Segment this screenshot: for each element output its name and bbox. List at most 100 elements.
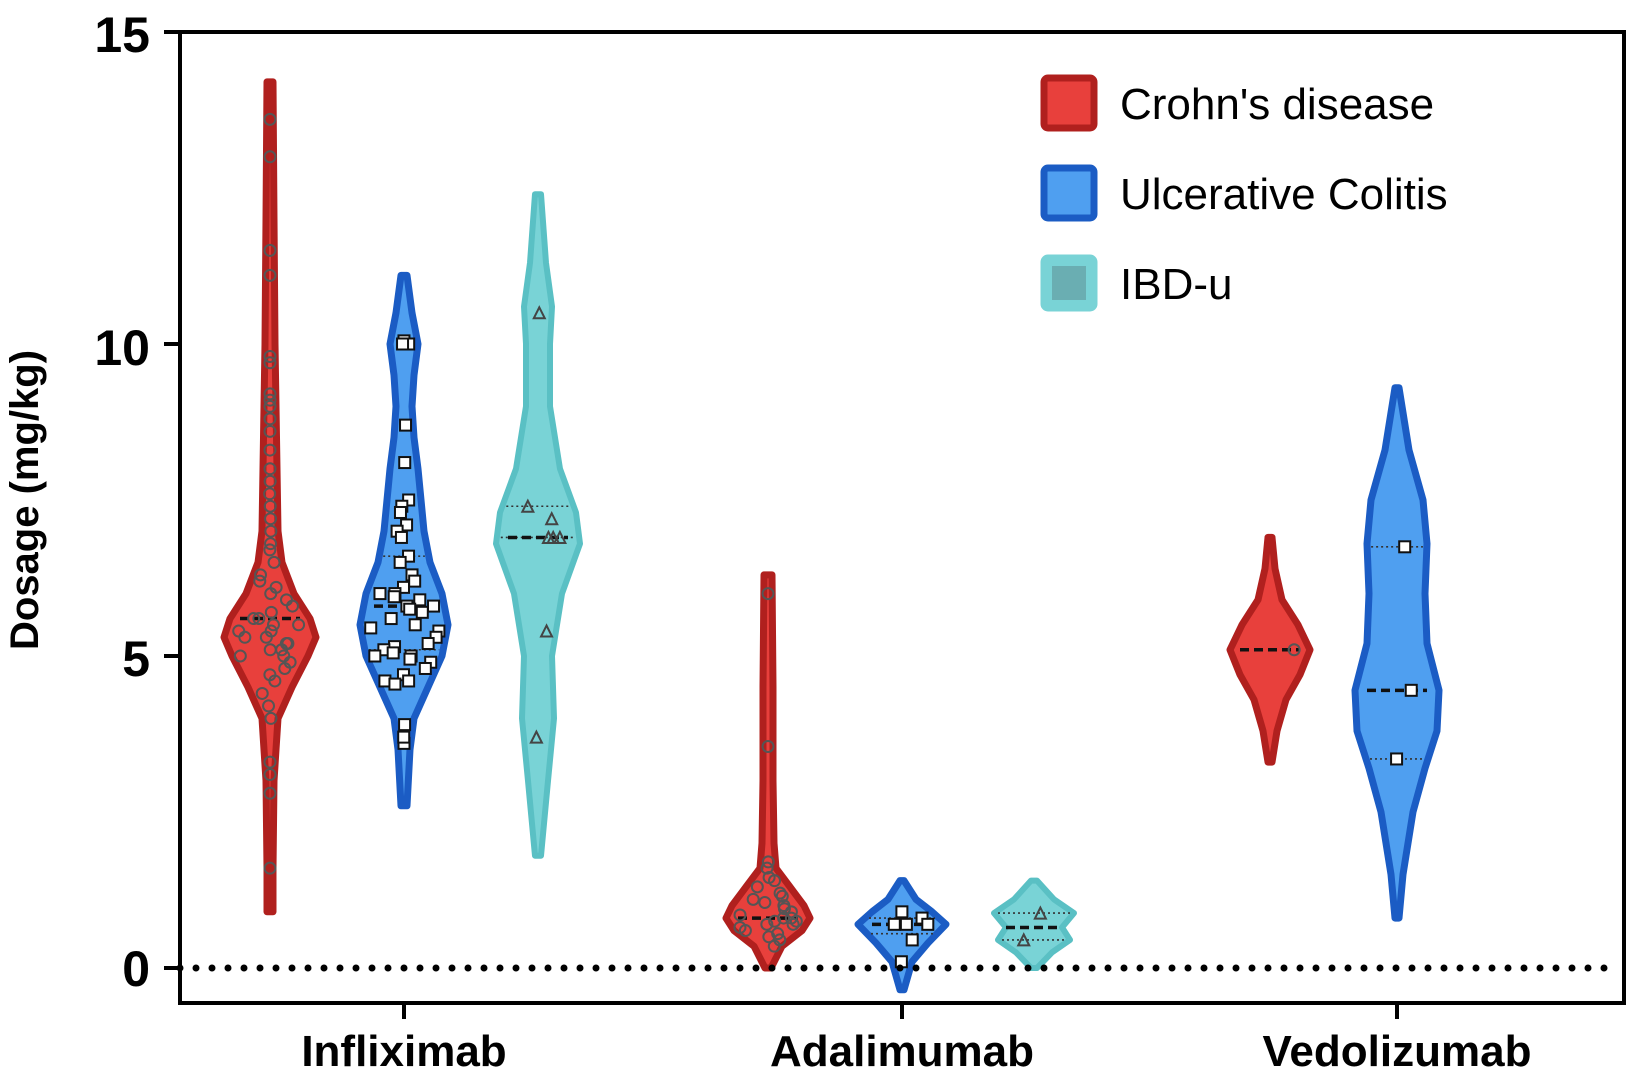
data-point-uc-infliximab <box>384 612 398 626</box>
data-point-crohns-adalimumab <box>761 855 775 869</box>
data-point-uc-infliximab <box>394 530 408 544</box>
plot-marks <box>220 78 1443 994</box>
violin-crohns-infliximab <box>220 78 320 916</box>
data-point-crohns-adalimumab <box>775 889 789 903</box>
y-tick-label-5: 5 <box>122 631 150 687</box>
data-point-uc-infliximab <box>364 621 378 635</box>
data-point-crohns-vedolizumab <box>1287 643 1301 657</box>
data-point-uc-vedolizumab <box>1398 540 1412 554</box>
data-point-crohns-infliximab <box>233 649 247 663</box>
data-point-crohns-infliximab <box>263 424 277 438</box>
data-point-crohns-adalimumab <box>733 908 747 922</box>
data-point-crohns-infliximab <box>264 512 278 526</box>
data-point-crohns-adalimumab <box>777 902 791 916</box>
data-point-crohns-adalimumab <box>767 939 781 953</box>
data-point-ibdu-infliximab <box>539 623 554 638</box>
y-tick-label-15: 15 <box>94 7 150 63</box>
data-point-uc-infliximab <box>413 593 427 607</box>
data-point-uc-infliximab <box>397 730 411 744</box>
legend-label-uc: Ulcerative Colitis <box>1120 170 1448 219</box>
data-point-crohns-infliximab <box>267 555 281 569</box>
data-point-crohns-infliximab <box>263 356 277 370</box>
data-point-crohns-infliximab <box>263 543 277 557</box>
data-point-crohns-infliximab <box>247 612 261 626</box>
data-point-crohns-adalimumab <box>738 924 752 938</box>
data-point-crohns-infliximab <box>253 574 267 588</box>
data-point-uc-infliximab <box>393 555 407 569</box>
legend: Crohn's disease Ulcerative Colitis IBD-u <box>1040 74 1448 312</box>
data-point-uc-infliximab <box>403 602 417 616</box>
data-point-crohns-infliximab <box>262 699 276 713</box>
data-point-crohns-infliximab <box>259 630 273 644</box>
data-point-crohns-infliximab <box>263 487 277 501</box>
violin-ibdu-adalimumab <box>991 877 1077 971</box>
data-point-crohns-adalimumab <box>760 917 774 931</box>
data-point-crohns-infliximab <box>264 587 278 601</box>
data-point-uc-infliximab <box>403 652 417 666</box>
data-point-crohns-infliximab <box>275 643 289 657</box>
data-point-uc-infliximab <box>402 674 416 688</box>
data-point-crohns-infliximab <box>255 686 269 700</box>
data-point-ibdu-adalimumab <box>1033 905 1048 920</box>
data-point-crohns-infliximab <box>263 786 277 800</box>
data-point-uc-vedolizumab <box>1390 752 1404 766</box>
data-point-crohns-infliximab <box>263 412 277 426</box>
data-point-crohns-infliximab <box>292 618 306 632</box>
data-point-uc-infliximab <box>421 637 435 651</box>
y-tick-label-10: 10 <box>94 320 150 376</box>
data-point-crohns-infliximab <box>263 768 277 782</box>
data-point-crohns-infliximab <box>263 393 277 407</box>
data-point-uc-infliximab <box>415 605 429 619</box>
data-point-crohns-infliximab <box>263 387 277 401</box>
data-point-crohns-infliximab <box>263 861 277 875</box>
data-point-crohns-infliximab <box>263 399 277 413</box>
data-point-ibdu-adalimumab <box>1016 932 1031 947</box>
data-point-uc-vedolizumab <box>1404 683 1418 697</box>
data-point-crohns-infliximab <box>264 537 278 551</box>
data-point-uc-adalimumab <box>921 917 935 931</box>
data-point-uc-infliximab <box>427 599 441 613</box>
data-point-crohns-adalimumab <box>746 892 760 906</box>
data-point-crohns-infliximab <box>264 605 278 619</box>
data-point-ibdu-infliximab <box>544 510 559 526</box>
data-point-crohns-adalimumab <box>761 739 775 753</box>
data-point-uc-adalimumab <box>895 905 909 919</box>
data-point-crohns-adalimumab <box>760 861 774 875</box>
data-point-uc-adalimumab <box>887 917 901 931</box>
violin-ibdu-infliximab <box>493 191 583 859</box>
data-point-crohns-infliximab <box>238 630 252 644</box>
data-point-uc-infliximab <box>393 505 407 519</box>
data-point-ibdu-infliximab <box>520 498 535 513</box>
data-point-ibdu-infliximab <box>532 305 547 320</box>
data-point-uc-infliximab <box>399 418 413 432</box>
data-point-ibdu-infliximab <box>529 729 544 744</box>
legend-swatch-ibdu-inner <box>1052 266 1086 300</box>
violin-uc-adalimumab <box>854 877 950 994</box>
data-point-crohns-infliximab <box>252 612 266 626</box>
data-point-crohns-adalimumab <box>750 880 764 894</box>
data-point-crohns-infliximab <box>263 462 277 476</box>
data-point-crohns-infliximab <box>263 150 277 164</box>
category-label-vedolizumab: Vedolizumab <box>1263 1027 1532 1076</box>
data-point-uc-infliximab <box>368 649 382 663</box>
data-point-ibdu-infliximab <box>552 529 568 544</box>
data-point-crohns-infliximab <box>263 443 277 457</box>
data-point-crohns-infliximab <box>263 755 277 769</box>
data-point-crohns-adalimumab <box>768 874 782 888</box>
data-point-crohns-infliximab <box>263 243 277 257</box>
data-point-crohns-adalimumab <box>789 914 803 928</box>
data-point-crohns-infliximab <box>285 599 299 613</box>
data-point-crohns-infliximab <box>263 268 277 282</box>
axis-ticks <box>164 30 1399 1019</box>
data-point-crohns-adalimumab <box>768 914 782 928</box>
data-point-crohns-infliximab <box>278 661 292 675</box>
data-point-crohns-infliximab <box>266 618 280 632</box>
data-point-uc-infliximab <box>418 661 432 675</box>
legend-label-crohns: Crohn's disease <box>1120 80 1434 129</box>
data-point-crohns-infliximab <box>263 499 277 513</box>
data-point-crohns-infliximab <box>263 112 277 126</box>
data-point-uc-infliximab <box>387 590 401 604</box>
data-point-uc-infliximab <box>388 677 402 691</box>
data-point-crohns-infliximab <box>264 524 278 538</box>
